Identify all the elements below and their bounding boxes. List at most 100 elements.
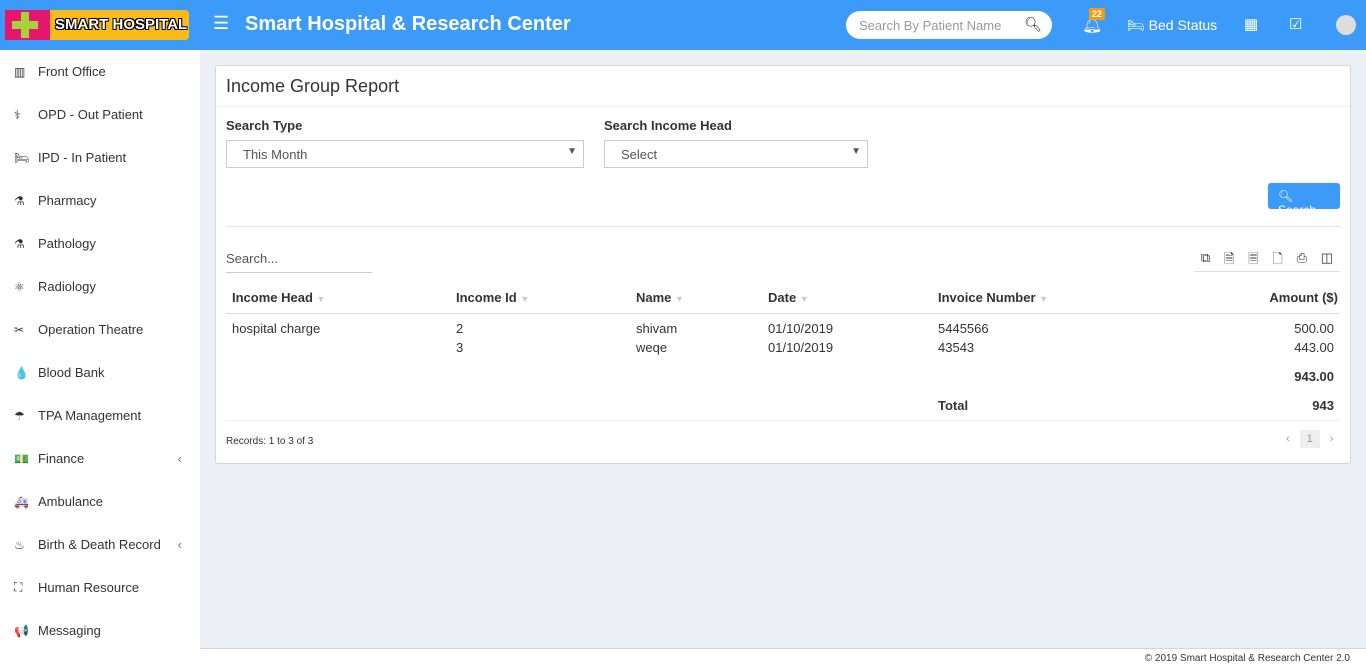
sidebar-icon: ☂: [14, 408, 25, 423]
sidebar-icon: ▥: [14, 64, 26, 79]
cell-income-id: 3: [456, 340, 464, 355]
sidebar-item-label: Pathology: [38, 236, 96, 251]
columns-icon[interactable]: ◫: [1320, 250, 1334, 265]
sidebar-item-front-office[interactable]: ▥ Front Office: [0, 50, 200, 93]
task-check-icon[interactable]: ☑: [1289, 16, 1303, 33]
income-head-label: Search Income Head: [604, 118, 732, 133]
sidebar-icon: 📢: [14, 623, 29, 638]
search-icon[interactable]: 🔍︎: [1024, 16, 1042, 32]
sidebar-item-label: Pharmacy: [38, 193, 97, 208]
cell-amount: 443.00: [1294, 340, 1334, 355]
sidebar-item-pathology[interactable]: ⚗ Pathology: [0, 222, 200, 265]
sidebar-item-messaging[interactable]: 📢 Messaging: [0, 609, 200, 652]
sidebar-item-tpa-management[interactable]: ☂ TPA Management: [0, 394, 200, 437]
cell-date: 01/10/2019: [768, 321, 834, 336]
cell-amount: 500.00: [1294, 321, 1334, 336]
column-header-amount[interactable]: Amount ($): [1269, 290, 1338, 305]
sidebar-icon: ⚕: [14, 107, 21, 122]
cell-name: shivam: [636, 321, 678, 336]
export-toolbar: ⧉ 🗎 🗏 🗋 ⎙ ◫: [1194, 250, 1340, 272]
footer: © 2019 Smart Hospital & Research Center …: [200, 648, 1366, 667]
search-icon: 🔍︎: [1278, 189, 1294, 203]
page-title: Income Group Report: [216, 66, 1350, 107]
sidebar-item-label: IPD - In Patient: [38, 150, 127, 165]
sidebar-icon: 🛏: [14, 150, 30, 165]
column-header-income-head[interactable]: Income Head ▼: [232, 290, 326, 305]
patient-search-input[interactable]: Search By Patient Name 🔍︎: [846, 11, 1052, 39]
cell-invoice: 5445566: [938, 321, 989, 336]
sidebar-item-operation-theatre[interactable]: ✂ Operation Theatre: [0, 308, 200, 351]
app-title: Smart Hospital & Research Center: [245, 13, 571, 35]
copy-icon[interactable]: ⧉: [1200, 250, 1211, 265]
dropdown-arrow-icon: ▼: [851, 146, 861, 157]
excel-icon[interactable]: 🗎: [1223, 251, 1235, 266]
sidebar-item-human-resource[interactable]: ⛶ Human Resource: [0, 566, 200, 609]
sidebar-item-blood-bank[interactable]: 💧 Blood Bank: [0, 351, 200, 394]
search-type-label: Search Type: [226, 118, 303, 133]
sidebar-item-opd-out-patient[interactable]: ⚕ OPD - Out Patient: [0, 93, 200, 136]
pdf-icon[interactable]: 🗋: [1272, 251, 1283, 266]
cell-invoice: 43543: [938, 340, 975, 355]
sidebar-item-finance[interactable]: 💵 Finance ‹: [0, 437, 200, 480]
next-page[interactable]: ›: [1329, 433, 1334, 445]
sidebar-item-label: Front Office: [38, 64, 106, 79]
chevron-left-icon: ‹: [177, 451, 182, 466]
search-button[interactable]: 🔍︎ Search: [1268, 183, 1340, 217]
sidebar-icon: ♨: [14, 537, 25, 552]
print-icon[interactable]: ⎙: [1296, 250, 1307, 265]
table-search-input[interactable]: Search...: [226, 251, 372, 273]
sidebar-icon: ⚗: [14, 193, 25, 208]
divider: [226, 313, 1340, 314]
sidebar-icon: ⚛: [14, 279, 25, 294]
income-head-select[interactable]: Select ▼: [604, 140, 868, 168]
sidebar-icon: ⛶: [14, 580, 23, 594]
sidebar: ▥ Front Office ⚕ OPD - Out Patient 🛏 IPD - In…: [0, 50, 200, 667]
sidebar-item-label: OPD - Out Patient: [38, 107, 143, 122]
column-header-name[interactable]: Name ▼: [636, 290, 684, 305]
logo[interactable]: SMART HOSPITAL: [5, 10, 189, 40]
column-header-date[interactable]: Date ▼: [768, 290, 809, 305]
sidebar-icon: 🚑: [14, 494, 29, 509]
sidebar-item-label: Human Resource: [38, 580, 140, 595]
cell-name: weqe: [636, 340, 668, 355]
sidebar-item-label: Operation Theatre: [38, 322, 144, 337]
calendar-icon[interactable]: ▦: [1244, 16, 1259, 33]
total-value: 943: [1312, 398, 1334, 413]
bed-status-button[interactable]: 🛏︎ Bed Status: [1127, 17, 1218, 33]
column-header-invoice-number[interactable]: Invoice Number ▼: [938, 290, 1049, 305]
sidebar-item-label: Finance: [38, 451, 85, 466]
sidebar-item-label: Birth & Death Record: [38, 537, 161, 552]
cell-income-id: 2: [456, 321, 464, 336]
sidebar-item-pharmacy[interactable]: ⚗ Pharmacy: [0, 179, 200, 222]
sidebar-item-ambulance[interactable]: 🚑 Ambulance: [0, 480, 200, 523]
sidebar-icon: 💵: [14, 451, 29, 466]
subtotal: 943.00: [1294, 369, 1334, 384]
top-navbar: SMART HOSPITAL ☰ Smart Hospital & Resear…: [0, 0, 1366, 50]
csv-icon[interactable]: 🗏: [1248, 251, 1259, 266]
sidebar-item-birth-death-record[interactable]: ♨ Birth & Death Record ‹: [0, 523, 200, 566]
bell-icon[interactable]: 🔔︎: [1082, 17, 1103, 34]
cell-date: 01/10/2019: [768, 340, 834, 355]
prev-page[interactable]: ‹: [1286, 433, 1290, 445]
records-info: Records: 1 to 3 of 3: [226, 436, 314, 447]
sidebar-icon: ⚗: [14, 236, 25, 251]
income-group-report-panel: Income Group Report Search Type This Mon…: [215, 65, 1351, 464]
divider: [226, 420, 1340, 421]
page-number[interactable]: 1: [1299, 430, 1320, 448]
sidebar-item-radiology[interactable]: ⚛ Radiology: [0, 265, 200, 308]
sidebar-item-label: Messaging: [38, 623, 101, 638]
avatar[interactable]: [1336, 15, 1356, 35]
sidebar-item-label: TPA Management: [38, 408, 142, 423]
sidebar-icon: ✂: [14, 322, 25, 337]
cell-income-head: hospital charge: [232, 321, 321, 336]
menu-toggle-icon[interactable]: ☰: [213, 13, 230, 33]
search-type-select[interactable]: This Month ▼: [226, 140, 584, 168]
bed-icon: 🛏︎: [1127, 17, 1145, 33]
dropdown-arrow-icon: ▼: [567, 146, 577, 157]
column-header-income-id[interactable]: Income Id ▼: [456, 290, 530, 305]
chevron-left-icon: ‹: [177, 537, 182, 552]
sidebar-icon: 💧: [14, 365, 29, 380]
sidebar-item-label: Ambulance: [38, 494, 104, 509]
sidebar-item-ipd-in-patient[interactable]: 🛏 IPD - In Patient: [0, 136, 200, 179]
sidebar-item-label: Radiology: [38, 279, 96, 294]
